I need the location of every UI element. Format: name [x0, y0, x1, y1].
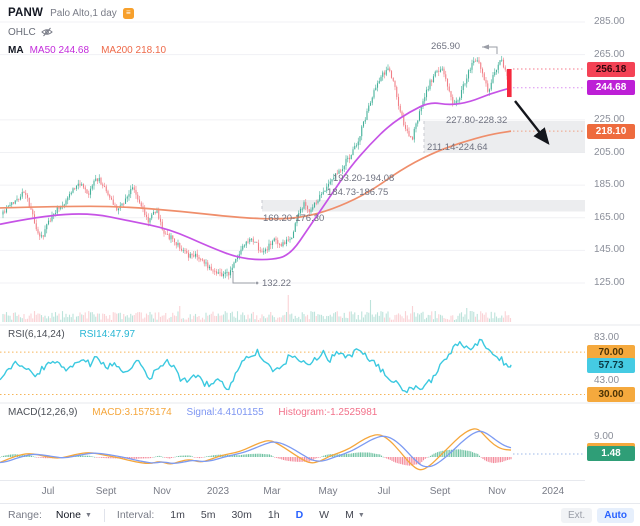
price-level-annotation[interactable]: 265.90: [431, 41, 461, 52]
histogram-value-label: Histogram:-1.2525981: [278, 407, 378, 418]
interval-group: 1m 5m 30m 1h D W M: [154, 509, 354, 521]
price-level-annotation[interactable]: 132.22: [262, 278, 292, 289]
axis-tick: 265.00: [594, 48, 625, 60]
price-badge: 256.18: [587, 61, 635, 77]
ma200-value: MA200 218.10: [101, 44, 167, 56]
macd-panel-title: MACD(12,26,9) MACD:3.1575174 Signal:4.41…: [8, 407, 389, 418]
price-level-annotation[interactable]: 169.20-176.30: [263, 213, 325, 224]
time-axis-label: Nov: [153, 486, 171, 497]
rsi-badge: 57.73: [587, 357, 635, 373]
time-axis-label: Jul: [377, 486, 391, 497]
price-level-annotation[interactable]: 211.14-224.64: [427, 142, 488, 153]
axis-tick: 185.00: [594, 179, 625, 191]
time-axis-label: Sept: [429, 486, 451, 497]
price-level-annotation[interactable]: 184.73-186.75: [327, 187, 389, 198]
price-badge: 218.10: [587, 123, 635, 139]
range-label: Range:: [8, 509, 42, 521]
rsi-panel-title: RSI(6,14,24) RSI14:47.97: [8, 329, 147, 340]
macd-value-label: MACD:3.1575174: [92, 407, 172, 418]
eye-off-icon[interactable]: [41, 27, 53, 37]
time-axis-label: 2023: [206, 486, 230, 497]
signal-value-label: Signal:4.4101155: [186, 407, 264, 418]
interval-button-w[interactable]: W: [319, 509, 330, 521]
interval-label: Interval:: [116, 509, 155, 521]
axis-tick: 125.00: [594, 277, 625, 288]
time-axis-label: Nov: [488, 486, 506, 497]
symbol-description: Palo Alto,1 day: [50, 7, 117, 19]
auto-scale-button[interactable]: Auto: [597, 507, 634, 523]
rsi-value-label: RSI14:47.97: [79, 329, 136, 340]
axis-tick: 43.00: [594, 374, 620, 386]
toolbar-divider: [103, 508, 105, 522]
price-level-annotation[interactable]: 193.20-194.08: [333, 173, 395, 184]
axis-tick: 9.00: [594, 431, 614, 443]
time-axis-label: Sept: [95, 486, 117, 497]
macd-title-label[interactable]: MACD(12,26,9): [8, 407, 78, 418]
time-axis-label: May: [318, 486, 338, 497]
ohlc-label: OHLC: [8, 26, 36, 38]
ma-group-label: MA: [8, 44, 24, 56]
interval-button-5m[interactable]: 5m: [200, 509, 216, 521]
time-axis-label: Jul: [41, 486, 55, 497]
axis-tick: 225.00: [594, 113, 625, 125]
interval-button-d[interactable]: D: [295, 509, 304, 521]
symbol-label[interactable]: PANW: [8, 7, 44, 19]
axis-tick: 83.00: [594, 332, 620, 344]
rsi-badge: 30.00: [587, 387, 635, 402]
axis-tick: 205.00: [594, 146, 625, 158]
histogram-badge: 1.48: [587, 446, 635, 462]
rsi-badge: 70.00: [587, 344, 635, 360]
time-axis[interactable]: Jul Sept Nov 2023 Mar May Jul Sept Nov 2024: [0, 480, 585, 504]
list-icon[interactable]: ≡: [122, 7, 134, 19]
time-axis-label: 2024: [541, 486, 565, 497]
time-axis-label: Mar: [263, 486, 281, 497]
price-level-annotation[interactable]: 227.80-228.32: [446, 115, 508, 126]
range-select[interactable]: None ▼: [55, 509, 92, 521]
axis-tick: 145.00: [594, 244, 625, 256]
rsi-title-label[interactable]: RSI(6,14,24): [8, 329, 65, 340]
interval-button-1m[interactable]: 1m: [170, 509, 185, 521]
chevron-down-icon: ▼: [84, 511, 92, 519]
price-badge: 244.68: [587, 80, 635, 96]
interval-button-m[interactable]: M: [345, 509, 354, 521]
ext-session-button[interactable]: Ext.: [560, 507, 593, 523]
interval-button-30m[interactable]: 30m: [231, 509, 252, 521]
ma50-value: MA50 244.68: [29, 44, 90, 56]
axis-tick: 285.00: [594, 16, 625, 27]
bottom-toolbar: Range: None ▼ Interval: 1m 5m 30m 1h D W M ▼ E…: [0, 503, 640, 526]
chart-header: PANW Palo Alto,1 day ≡ OHLC MA MA50 244.…: [8, 5, 166, 58]
chevron-down-icon[interactable]: ▼: [357, 511, 365, 519]
interval-button-1h[interactable]: 1h: [267, 509, 280, 521]
price-axis[interactable]: 285.00 265.00 225.00 205.00 185.00 165.00 145.…: [585, 0, 640, 480]
axis-tick: 165.00: [594, 211, 625, 223]
